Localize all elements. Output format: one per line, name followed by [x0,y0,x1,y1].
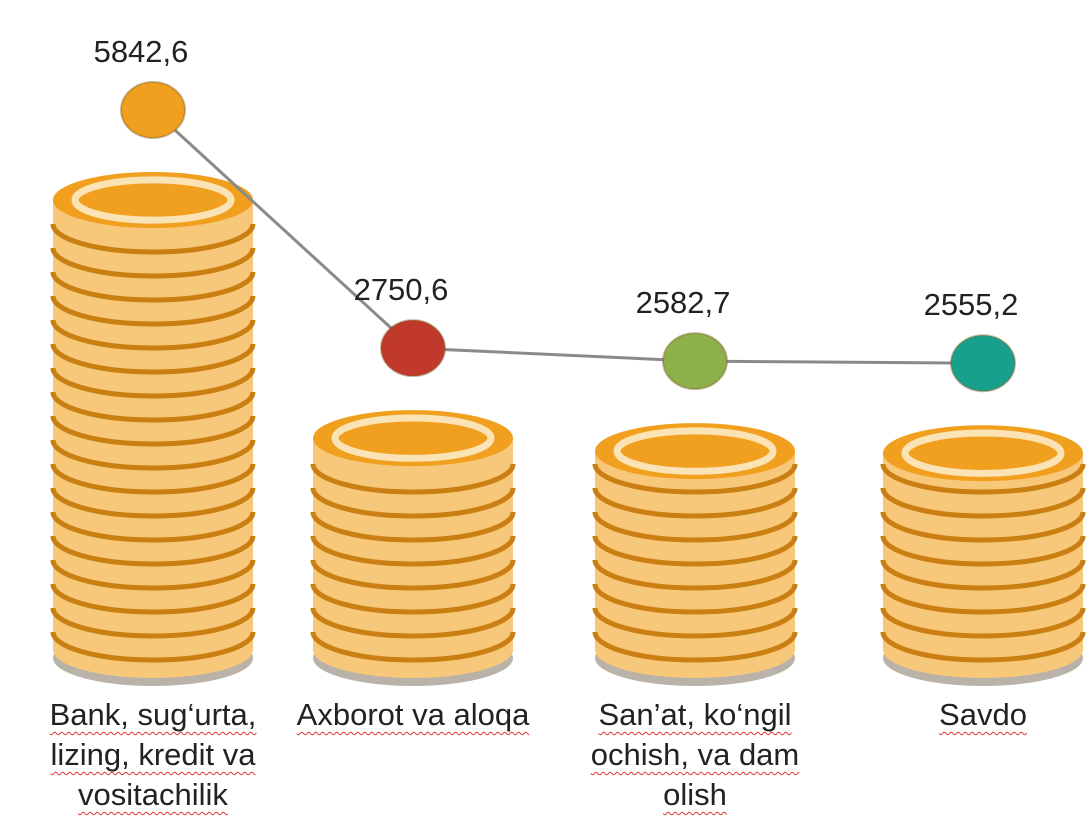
coin-stack [592,423,798,686]
coin-edge [50,607,256,639]
value-label: 2555,2 [924,287,1019,322]
coin-edge [880,607,1086,639]
coin-ring [613,427,777,475]
coin-edge [310,511,516,543]
category-label: Bank, sug‘urta, lizing, kredit va vosita… [49,697,257,812]
stack-bottom [53,622,253,678]
stack-bottom [313,622,513,678]
trend-line [151,108,984,365]
coin-edge [50,631,256,663]
coin-stack [880,425,1086,686]
coin-edge [880,511,1086,543]
coin-edge [310,463,516,495]
coin-edge [50,367,256,399]
stack-bottom [595,622,795,678]
stack-body [595,451,795,650]
coin-edge [50,223,256,255]
coin-edge [310,583,516,615]
coin-edge [50,415,256,447]
coin-edge [880,487,1086,519]
coin-edge [50,271,256,303]
category-label: Axborot va aloqa [296,697,530,732]
coin-stack [310,410,516,686]
coin-edge [592,463,798,495]
coin-edge [880,463,1086,495]
coin-edge [50,247,256,279]
coin-edge [50,463,256,495]
value-label: 2750,6 [354,272,449,307]
coin-edge [880,583,1086,615]
coin-stack [50,172,256,686]
dot [380,319,446,378]
coin-edge [592,559,798,591]
coin-edge [50,343,256,375]
coin-edge [592,607,798,639]
coin-edge [50,319,256,351]
dot [950,334,1016,393]
category-label: San’at, ko‘ngil ochish, va dam olish [590,697,800,812]
coin-edge [50,583,256,615]
coin-edge [50,511,256,543]
coin-edge [880,559,1086,591]
coin-edge [50,439,256,471]
dot [662,332,728,391]
coin-ring [331,414,495,462]
coin-edge [592,583,798,615]
coin-edge [50,559,256,591]
value-label: 2582,7 [636,285,731,320]
coin-edge [50,487,256,519]
coin-edge [880,631,1086,663]
value-label: 5842,6 [94,34,189,69]
coin-ring [901,429,1065,477]
coin-edge [592,535,798,567]
coin-ring [71,176,235,224]
coin-edge [592,631,798,663]
coin-edge [310,559,516,591]
coin-edge [50,391,256,423]
stack-bottom [883,622,1083,678]
coin-edge [50,535,256,567]
coin-edge [310,535,516,567]
coin-edge [592,487,798,519]
coin-edge [592,511,798,543]
coin-edge [310,631,516,663]
dot [120,81,186,139]
category-label: Savdo [939,697,1027,732]
stack-body [313,438,513,650]
coin-edge [880,535,1086,567]
coin-edge [50,295,256,327]
coin-edge [310,607,516,639]
coin-edge [310,487,516,519]
